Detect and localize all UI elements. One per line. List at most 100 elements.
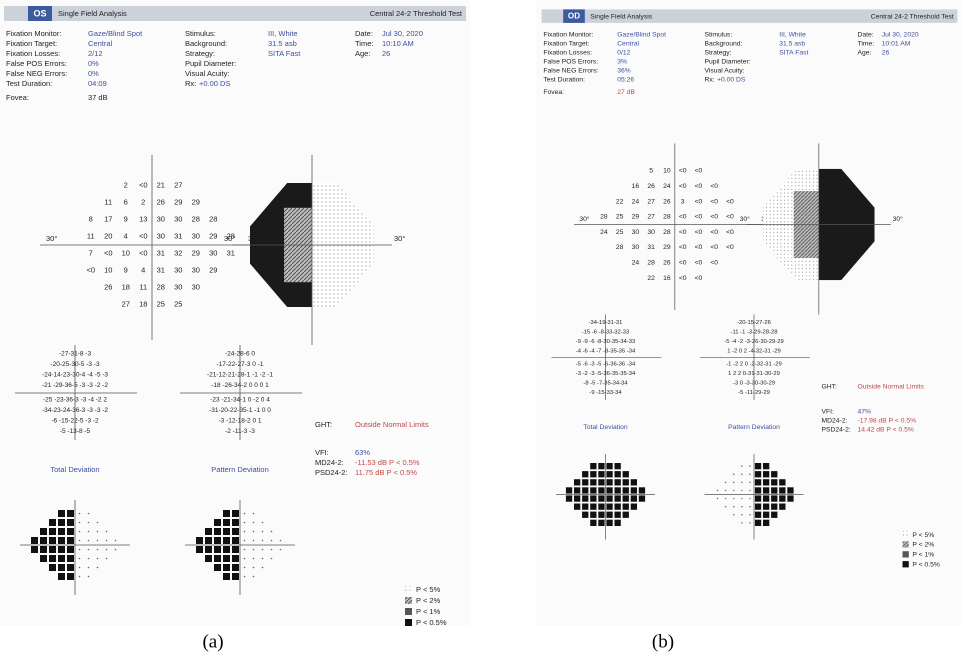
legend-symbol [405,608,412,615]
prob-symbol [598,495,604,501]
prob-symbol [232,519,239,526]
prob-dot [88,576,90,578]
prob-symbol [606,504,612,510]
prob-symbol [598,471,604,477]
param-label: Fixation Target: [6,39,57,48]
prob-symbol [31,537,38,544]
prob-symbol [598,479,604,485]
prob-dot [749,522,750,523]
param-label: Age: [858,49,872,56]
threshold-value: 29 [192,248,200,257]
prob-symbol [582,504,588,510]
threshold-value: 31 [157,248,165,257]
prob-symbol [771,495,777,501]
threshold-value: <0 [139,231,148,240]
threshold-value: 29 [192,197,200,206]
prob-dot [88,531,90,533]
prob-symbol [232,537,239,544]
prob-dot [106,540,108,542]
prob-dot [97,531,99,533]
param-value: 2/12 [88,49,103,58]
threshold-value: 10 [122,248,130,257]
param-label: False POS Errors: [6,59,67,68]
threshold-value: 26 [647,183,655,190]
threshold-value: <0 [695,260,703,267]
threshold-value: 4 [124,231,128,240]
prob-dot [271,549,273,551]
threshold-value: 7 [89,248,93,257]
threshold-value: 28 [663,229,671,236]
index-value: 63% [355,448,370,457]
prob-symbol [223,519,230,526]
prob-symbol [40,546,47,553]
param-value: III, White [779,31,806,38]
caption: (a) [202,631,223,652]
threshold-value: 30 [174,282,182,291]
prob-dot [262,567,264,569]
threshold-value: 29 [632,214,640,221]
threshold-value: 28 [616,244,624,251]
prob-symbol [223,564,230,571]
threshold-value: 30 [157,214,165,223]
prob-symbol [590,495,596,501]
param-value: Jul 30, 2020 [382,29,423,38]
threshold-value: <0 [695,244,703,251]
threshold-value: <0 [695,198,703,205]
prob-symbol [574,495,580,501]
index-label: MD24-2: [315,458,344,467]
threshold-value: 10 [104,265,112,274]
param-value: +0.00 DS [717,76,746,83]
param-label: False POS Errors: [543,58,598,65]
threshold-value: <0 [139,180,148,189]
param-value: 0% [88,59,99,68]
prob-dot [97,549,99,551]
deviation-row: -17-22-27-3 0 -1 [217,361,264,368]
prob-symbol [590,479,596,485]
prob-dot [741,506,742,507]
threshold-value: 31 [174,231,182,240]
prob-symbol [214,546,221,553]
prob-symbol [771,504,777,510]
prob-symbol [566,495,572,501]
deviation-row: 1 -2 0 2 -4-32-31 -29 [727,348,781,354]
prob-symbol [67,555,74,562]
threshold-value: 11 [139,282,147,291]
prob-dot [749,490,750,491]
threshold-value: 24 [632,260,640,267]
index-label: VFI: [822,408,835,415]
prob-dot [97,540,99,542]
threshold-value: 30 [157,231,165,240]
param-value: Gaze/Blind Spot [88,29,143,38]
threshold-value: 21 [157,180,165,189]
prob-symbol [232,528,239,535]
prob-symbol [606,463,612,469]
prob-symbol [67,573,74,580]
threshold-value: 9 [124,265,128,274]
ght-label: GHT: [822,383,838,390]
prob-symbol [755,463,761,469]
param-label: Visual Acuity: [705,67,745,74]
prob-symbol [574,487,580,493]
threshold-value: 28 [663,214,671,221]
prob-symbol [223,537,230,544]
header-title: Single Field Analysis [58,9,127,18]
prob-symbol [779,504,785,510]
threshold-value: <0 [726,198,734,205]
threshold-value: 24 [600,229,608,236]
index-value: -17.98 dB P < 0.5% [858,417,917,424]
param-value: 36% [617,67,631,74]
prob-dot [725,498,726,499]
deviation-row: -5 -11-29-29 [738,390,770,396]
threshold-value: 29 [174,197,182,206]
deviation-row: -24-28-6 0 [225,351,255,358]
legend-label: P < 5% [416,585,441,594]
prob-dot [106,531,108,533]
threshold-value: 16 [632,183,640,190]
prob-dot [79,522,81,524]
eye-label: OS [33,8,46,18]
prob-dot [88,540,90,542]
threshold-value: 30 [192,231,200,240]
threshold-value: 11 [87,231,95,240]
prob-symbol [763,479,769,485]
prob-symbol [582,495,588,501]
